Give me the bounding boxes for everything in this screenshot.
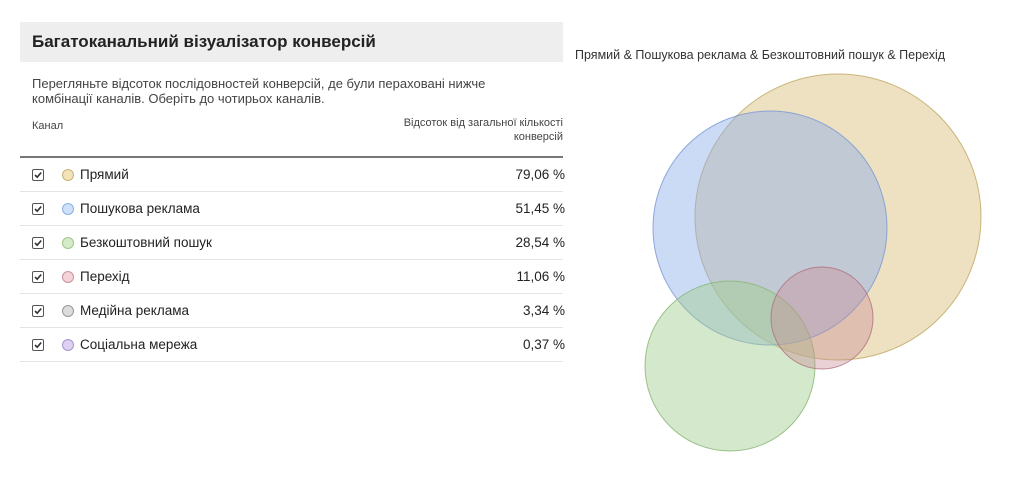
channel-dot <box>62 202 74 215</box>
channel-percent: 0,37 % <box>522 337 565 352</box>
channel-percent: 3,34 % <box>522 303 565 318</box>
venn-title: Прямий & Пошукова реклама & Безкоштовний… <box>575 48 946 62</box>
table-row: Перехід 11,06 % <box>20 260 565 294</box>
table-row: Медійна реклама 3,34 % <box>20 294 565 328</box>
channel-panel: Багатоканальний візуалізатор конверсій П… <box>20 22 565 362</box>
column-header: Канал Відсоток від загальної кількості к… <box>20 116 563 158</box>
checkbox[interactable] <box>32 338 44 351</box>
channel-percent: 79,06 % <box>515 167 565 182</box>
description: Перегляньте відсоток послідовностей конв… <box>32 76 486 106</box>
table-row: Пошукова реклама 51,45 % <box>20 192 565 226</box>
channel-percent: 51,45 % <box>515 201 565 216</box>
venn-circle <box>652 110 888 346</box>
channel-dot <box>62 338 74 351</box>
checkbox[interactable] <box>32 202 44 215</box>
table-row: Соціальна мережа 0,37 % <box>20 328 565 362</box>
venn-circle <box>694 73 982 361</box>
table-row: Безкоштовний пошук 28,54 % <box>20 226 565 260</box>
channel-name: Соціальна мережа <box>80 337 198 352</box>
column-label: Канал <box>32 120 64 132</box>
channel-dot <box>62 236 74 249</box>
venn-circle <box>644 280 816 452</box>
checkbox[interactable] <box>32 304 44 317</box>
channel-dot <box>62 168 74 181</box>
venn-circle <box>770 266 874 370</box>
panel-title: Багатоканальний візуалізатор конверсій <box>20 22 563 62</box>
channel-percent: 28,54 % <box>515 235 565 250</box>
table-row: Прямий 79,06 % <box>20 158 565 192</box>
column-label: Відсоток від загальної кількості конверс… <box>403 117 563 143</box>
channel-dot <box>62 270 74 283</box>
channel-name: Прямий <box>80 167 129 182</box>
checkbox[interactable] <box>32 168 44 181</box>
channel-name: Пошукова реклама <box>80 201 200 216</box>
channel-name: Перехід <box>80 269 130 284</box>
checkbox[interactable] <box>32 270 44 283</box>
channel-name: Медійна реклама <box>80 303 189 318</box>
channel-percent: 11,06 % <box>516 269 565 284</box>
channel-name: Безкоштовний пошук <box>80 235 212 250</box>
channel-dot <box>62 304 74 317</box>
checkbox[interactable] <box>32 236 44 249</box>
table-body: Прямий 79,06 % Пошукова реклама 51,45 % Безк… <box>20 158 565 362</box>
